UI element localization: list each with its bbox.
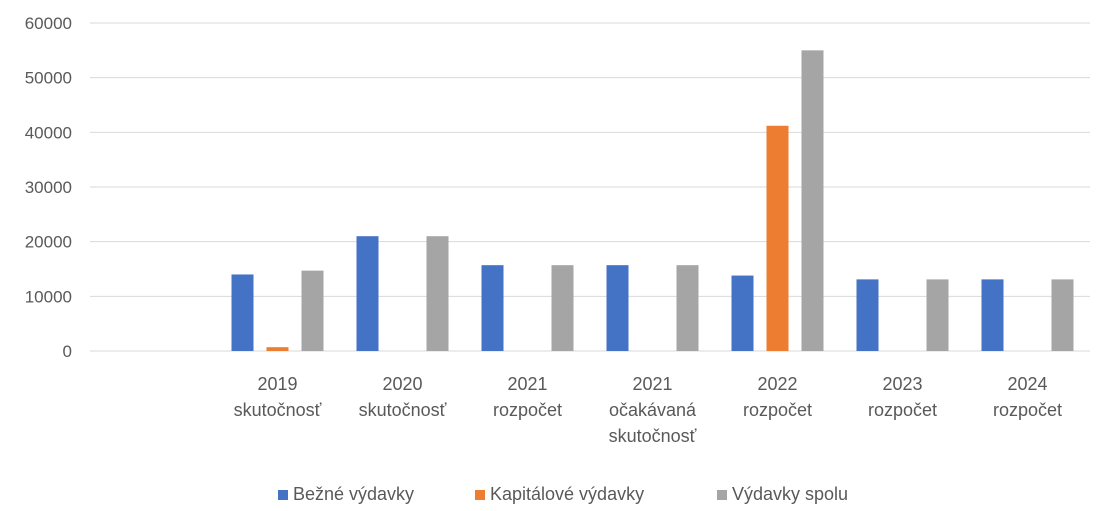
- y-tick-label: 60000: [25, 14, 72, 33]
- x-category-label: skutočnosť: [609, 426, 697, 446]
- y-tick-label: 0: [63, 342, 72, 361]
- y-tick-label: 30000: [25, 178, 72, 197]
- legend: Bežné výdavky Kapitálové výdavky Výdavky s…: [278, 484, 848, 504]
- legend-item: Kapitálové výdavky: [475, 484, 644, 504]
- gridlines: [90, 22, 1090, 352]
- bar-be-n-v-davky-3: [481, 265, 504, 351]
- y-axis-tick-labels: 0 10000 20000 30000 40000 50000 60000: [25, 14, 72, 361]
- bar-be-n-v-davky-2: [356, 236, 379, 351]
- bar-be-n-v-davky-4: [606, 265, 629, 351]
- x-category-label: rozpočet: [868, 400, 937, 420]
- x-category-label: rozpočet: [493, 400, 562, 420]
- bar-be-n-v-davky-1: [231, 274, 254, 351]
- bar-be-n-v-davky-6: [856, 279, 879, 351]
- bar-v-davky-spolu-3: [551, 265, 574, 351]
- bar-v-davky-spolu-4: [676, 265, 699, 351]
- x-axis-category-labels: 2019 skutočnosť 2020 skutočnosť 2021 rozpočet…: [234, 374, 1062, 446]
- bar-v-davky-spolu-1: [301, 270, 324, 351]
- bars: [231, 50, 1074, 351]
- bar-kapit-lov-v-davky-5: [766, 125, 789, 351]
- x-category-label: rozpočet: [743, 400, 812, 420]
- bar-v-davky-spolu-5: [801, 50, 824, 351]
- legend-label: Výdavky spolu: [732, 484, 848, 504]
- x-category-label: 2024: [1007, 374, 1047, 394]
- bar-kapit-lov-v-davky-1: [266, 347, 289, 351]
- y-tick-label: 20000: [25, 233, 72, 252]
- y-tick-label: 50000: [25, 69, 72, 88]
- legend-label: Bežné výdavky: [293, 484, 414, 504]
- bar-v-davky-spolu-2: [426, 236, 449, 351]
- legend-label: Kapitálové výdavky: [490, 484, 644, 504]
- x-category-label: skutočnosť: [359, 400, 447, 420]
- y-tick-label: 10000: [25, 287, 72, 306]
- x-category-label: 2020: [382, 374, 422, 394]
- x-category-label: rozpočet: [993, 400, 1062, 420]
- x-category-label: očakávaná: [609, 400, 697, 420]
- x-category-label: 2019: [257, 374, 297, 394]
- legend-item: Výdavky spolu: [717, 484, 848, 504]
- x-category-label: 2021: [632, 374, 672, 394]
- bar-v-davky-spolu-6: [926, 279, 949, 351]
- y-tick-label: 40000: [25, 123, 72, 142]
- legend-swatch: [278, 490, 288, 500]
- x-category-label: 2023: [882, 374, 922, 394]
- bar-be-n-v-davky-5: [731, 275, 754, 351]
- x-category-label: 2022: [757, 374, 797, 394]
- bar-be-n-v-davky-7: [981, 279, 1004, 351]
- legend-swatch: [475, 490, 485, 500]
- bar-v-davky-spolu-7: [1051, 279, 1074, 351]
- x-category-label: skutočnosť: [234, 400, 322, 420]
- legend-item: Bežné výdavky: [278, 484, 414, 504]
- legend-swatch: [717, 490, 727, 500]
- x-category-label: 2021: [507, 374, 547, 394]
